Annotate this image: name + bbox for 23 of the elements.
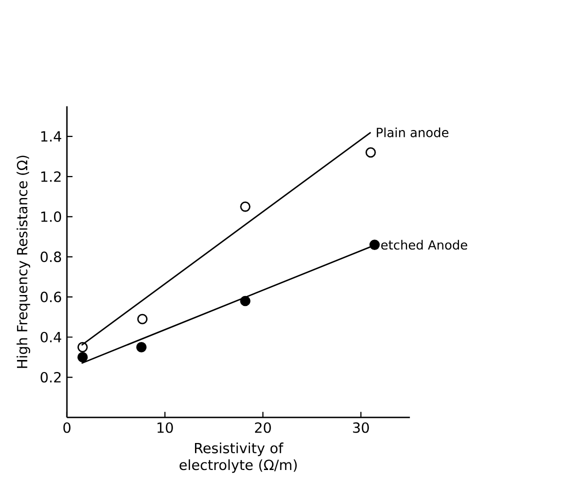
point [77,352,88,362]
x-axis-title: Resistivity of electrolyte (Ω/m) [180,442,297,473]
point [366,147,376,158]
x-tick-label: 10 [158,422,173,433]
y-tick-label: 1.2 [41,171,61,182]
x-tick-label: 20 [255,422,271,433]
y-tick-label: 0.2 [40,372,61,382]
y-tick-label: 1.4 [41,131,62,142]
x-tick-label: 30 [353,422,369,433]
point [77,342,88,352]
series-label: etched Anode [381,240,468,250]
point [240,201,250,212]
y-tick-label: 1.0 [41,211,62,222]
y-tick-label: 0.4 [40,332,62,342]
point [369,239,380,250]
point [240,296,250,306]
series-label: Plain anode [376,127,448,138]
point [137,314,148,324]
x-tick-label: 0 [63,422,70,433]
y-tick-label: 0.6 [40,291,62,302]
y-axis-title: High Frequency Resistance (Ω) [16,155,30,368]
y-tick-label: 0.8 [40,251,62,262]
point [136,342,147,352]
